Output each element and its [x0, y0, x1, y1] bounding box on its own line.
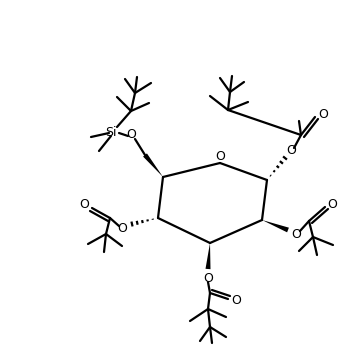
Text: O: O: [203, 273, 213, 285]
Text: O: O: [286, 144, 296, 158]
Polygon shape: [262, 220, 289, 232]
Text: O: O: [79, 197, 89, 211]
Polygon shape: [206, 243, 210, 269]
Text: O: O: [117, 223, 127, 235]
Polygon shape: [143, 153, 163, 177]
Text: O: O: [126, 127, 136, 141]
Text: O: O: [291, 229, 301, 241]
Text: O: O: [318, 108, 328, 120]
Text: O: O: [231, 295, 241, 307]
Text: O: O: [215, 149, 225, 163]
Text: O: O: [327, 197, 337, 211]
Text: Si: Si: [105, 126, 117, 140]
